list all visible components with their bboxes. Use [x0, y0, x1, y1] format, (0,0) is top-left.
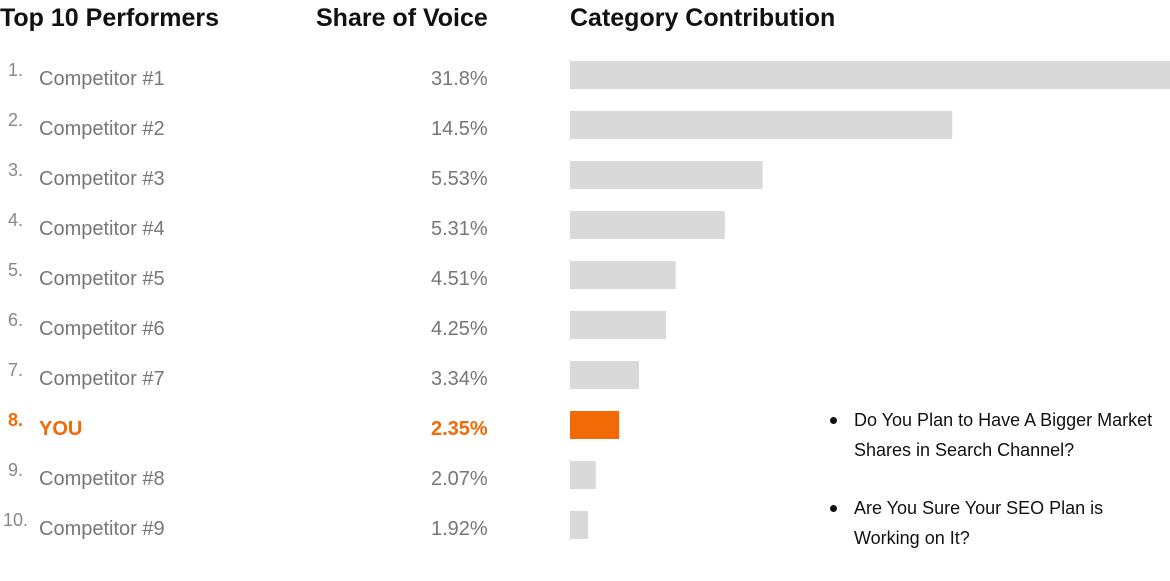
share-of-voice-value: 4.25%	[431, 318, 488, 340]
bar	[570, 211, 725, 239]
share-of-voice-value: 1.92%	[431, 518, 488, 540]
list-item: 5. Competitor #5 4.51%	[0, 260, 560, 294]
bar	[570, 511, 588, 539]
rank-label: 6.	[8, 310, 24, 330]
rank-label: 7.	[8, 360, 24, 380]
rank-label: 1.	[8, 60, 24, 80]
bar	[570, 361, 639, 389]
performer-name: Competitor #8	[39, 468, 165, 490]
list-item: 9. Competitor #8 2.07%	[0, 460, 560, 494]
share-of-voice-value: 5.31%	[431, 218, 488, 240]
share-of-voice-value: 4.51%	[431, 268, 488, 290]
bullet-item: Do You Plan to Have A Bigger Market Shar…	[830, 405, 1170, 465]
bullet-text: Are You Sure Your SEO Plan is Working on…	[854, 498, 1104, 548]
list-item: 6. Competitor #6 4.25%	[0, 310, 560, 344]
performer-name: Competitor #5	[39, 268, 165, 290]
rank-label: 4.	[8, 210, 24, 230]
top-performers-header: Top 10 Performers	[0, 4, 220, 32]
performer-name: Competitor #9	[39, 518, 165, 540]
performer-name: Competitor #4	[39, 218, 165, 240]
bar	[570, 61, 1170, 89]
bullet-dot-icon	[830, 505, 837, 512]
share-of-voice-value: 2.35%	[431, 418, 488, 440]
category-contribution-chart	[570, 61, 1170, 539]
bar	[570, 311, 666, 339]
bar	[570, 461, 596, 489]
bullet-list: Do You Plan to Have A Bigger Market Shar…	[830, 405, 1170, 581]
list-item: 4. Competitor #4 5.31%	[0, 210, 560, 244]
rank-label: 8.	[8, 410, 24, 430]
performer-name: YOU	[39, 418, 83, 440]
bullet-item: Are You Sure Your SEO Plan is Working on…	[830, 493, 1170, 553]
list-item: 10. Competitor #9 1.92%	[0, 510, 560, 544]
performer-name: Competitor #7	[39, 368, 165, 390]
bullet-text: Do You Plan to Have A Bigger Market Shar…	[854, 410, 1153, 460]
list-item: 2. Competitor #2 14.5%	[0, 110, 560, 144]
bar	[570, 261, 676, 289]
rank-label: 2.	[8, 110, 24, 130]
rank-label: 5.	[8, 260, 24, 280]
rank-label: 3.	[8, 160, 24, 180]
rank-label: 9.	[8, 460, 24, 480]
performer-name: Competitor #3	[39, 168, 165, 190]
category-contribution-header: Category Contribution	[570, 4, 836, 32]
performer-name: Competitor #2	[39, 118, 165, 140]
performer-name: Competitor #1	[39, 68, 165, 90]
rank-label: 10.	[3, 510, 29, 530]
share-of-voice-value: 14.5%	[431, 118, 488, 140]
list-item: 7. Competitor #7 3.34%	[0, 360, 560, 394]
list-item: 1. Competitor #1 31.8%	[0, 60, 560, 94]
share-of-voice-value: 3.34%	[431, 368, 488, 390]
bar	[570, 161, 763, 189]
bar	[570, 111, 953, 139]
bar-you	[570, 411, 620, 439]
bullet-dot-icon	[830, 417, 837, 424]
list-item: 3. Competitor #3 5.53%	[0, 160, 560, 194]
share-of-voice-value: 31.8%	[431, 68, 488, 90]
share-of-voice-header: Share of Voice	[316, 4, 488, 32]
performer-name: Competitor #6	[39, 318, 165, 340]
list-item-you: 8. YOU 2.35%	[0, 410, 560, 444]
share-of-voice-value: 2.07%	[431, 468, 488, 490]
share-of-voice-value: 5.53%	[431, 168, 488, 190]
